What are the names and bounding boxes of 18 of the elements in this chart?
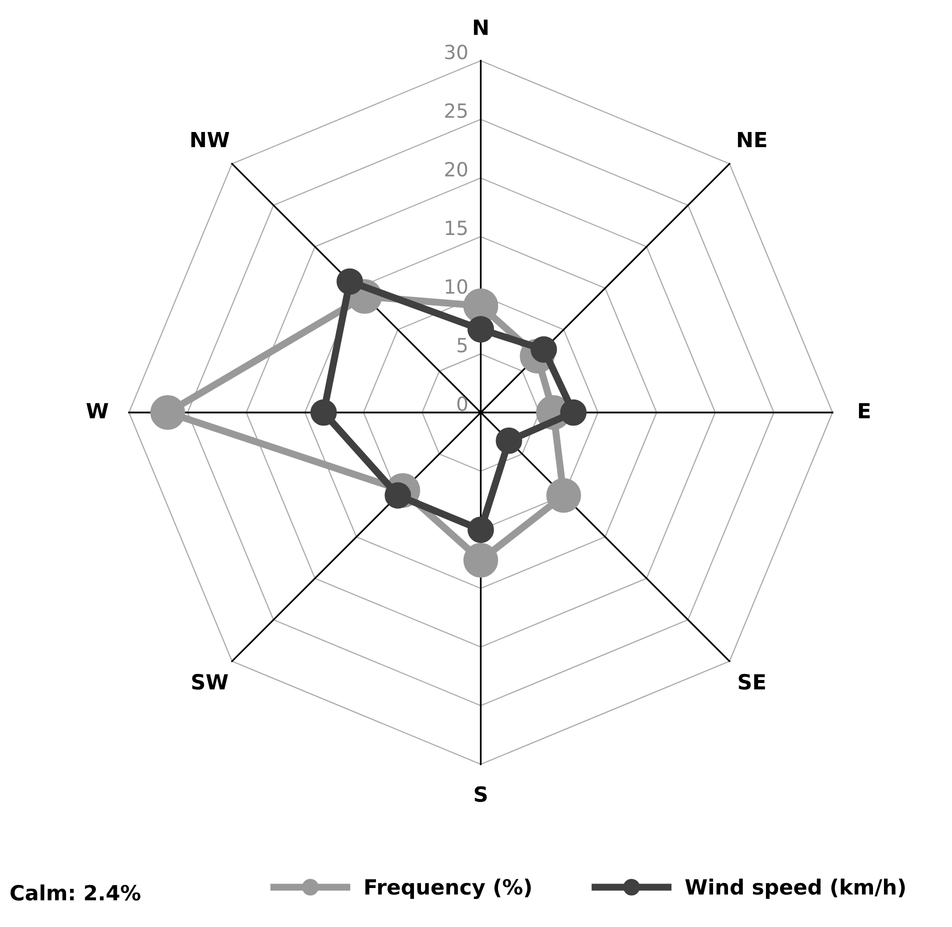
y-tick-label: 20: [445, 162, 468, 177]
spoke-label: E: [858, 403, 870, 418]
spoke-label: S: [474, 786, 487, 802]
spoke-label: NE: [738, 132, 766, 148]
text: Calm: 2.4%: [10, 884, 140, 901]
spoke-label: N: [474, 20, 488, 35]
y-tick-label: 0: [457, 396, 468, 412]
spoke-label: NW: [191, 132, 230, 148]
y-tick-label: 5: [458, 338, 467, 352]
spoke-label: W: [86, 403, 108, 418]
spoke-label: SW: [192, 674, 228, 690]
legend-label: Wind speed (km/h): [685, 878, 905, 899]
y-tick-label: 15: [446, 220, 467, 236]
y-tick-label: 10: [446, 279, 468, 294]
y-tick-label: 25: [445, 103, 467, 118]
y-tick-label: 30: [445, 44, 468, 60]
spoke-label: SE: [738, 674, 765, 690]
legend-label: Frequency (%): [365, 878, 531, 899]
